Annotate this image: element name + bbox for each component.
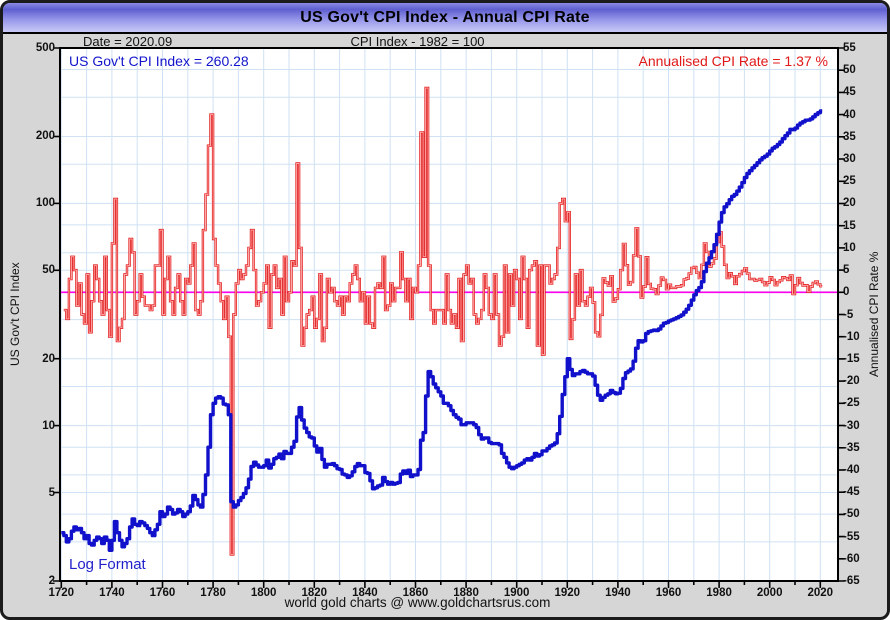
left-axis-tick-label: 200 xyxy=(35,130,55,143)
right-axis-tick-label: -55 xyxy=(843,530,860,543)
date-label: Date = 2020.09 xyxy=(83,34,173,49)
legend-index-value: US Gov't CPI Index = 260.28 xyxy=(69,53,249,69)
x-axis-tick-label: 2000 xyxy=(756,587,783,599)
left-axis-title: US Gov't CPI Index xyxy=(8,262,22,367)
plot-background xyxy=(60,48,838,581)
legend-rate-value: Annualised CPI Rate = 1.37 % xyxy=(638,53,828,69)
left-axis-tick-label: 100 xyxy=(35,197,55,210)
cpi-index-line xyxy=(61,109,823,552)
x-axis-tick-label: 1720 xyxy=(48,587,75,599)
right-axis-tick-label: 45 xyxy=(843,86,856,99)
right-axis-tick-label: 0 xyxy=(843,286,850,299)
x-axis-tick-label: 1900 xyxy=(503,587,530,599)
right-axis-tick-label: -20 xyxy=(843,375,860,388)
title-bar: US Gov't CPI Index - Annual CPI Rate xyxy=(3,3,887,34)
right-axis-tick-label: 35 xyxy=(843,130,856,143)
index-base-label: CPI Index - 1982 = 100 xyxy=(350,34,485,49)
left-axis-tick-label: 20 xyxy=(42,352,55,365)
right-axis-tick-label: 15 xyxy=(843,219,856,232)
right-axis-tick-label: -25 xyxy=(843,397,860,410)
left-axis-tick-label: 50 xyxy=(42,264,55,277)
right-axis-tick-label: 25 xyxy=(843,175,856,188)
right-axis-tick-label: -45 xyxy=(843,486,860,499)
right-axis-tick-label: 10 xyxy=(843,241,856,254)
x-axis-tick-label: 1860 xyxy=(402,587,429,599)
right-axis-title: Annualised CPI Rate % xyxy=(867,251,881,378)
x-axis-tick-label: 1740 xyxy=(99,587,125,599)
right-axis-tick-label: -65 xyxy=(843,575,860,587)
left-axis-tick-label: 10 xyxy=(42,419,55,432)
right-axis-tick-label: 20 xyxy=(843,197,856,210)
x-axis-tick-label: 2020 xyxy=(807,587,834,599)
log-format-label: Log Format xyxy=(69,556,146,573)
right-axis-tick-label: -35 xyxy=(843,441,860,454)
credit-text: world gold charts @ www.goldchartsrus.co… xyxy=(284,595,551,610)
right-axis-tick-label: -5 xyxy=(843,308,854,321)
x-axis-tick-label: 1800 xyxy=(250,587,277,599)
left-axis-tick-label: 2 xyxy=(48,575,55,587)
right-axis-tick-label: -50 xyxy=(843,508,860,521)
x-axis-tick-label: 1960 xyxy=(655,587,682,599)
left-axis-tick-label: 500 xyxy=(35,42,55,54)
x-axis-tick-label: 1880 xyxy=(453,587,479,599)
right-axis-tick-label: -10 xyxy=(843,330,860,343)
x-axis-tick-label: 1840 xyxy=(352,587,378,599)
plot-area xyxy=(53,47,845,588)
left-axis-tick-label: 5 xyxy=(48,486,55,499)
x-axis-tick-label: 1940 xyxy=(605,587,631,599)
right-axis-tick-label: 30 xyxy=(843,153,856,166)
x-axis-tick-label: 1980 xyxy=(706,587,732,599)
x-axis-tick-label: 1760 xyxy=(149,587,176,599)
cpi-rate-line-inner xyxy=(63,87,823,555)
right-axis-tick-label: 40 xyxy=(843,108,856,121)
right-axis-tick-label: -30 xyxy=(843,419,860,432)
right-axis-tick-label: -15 xyxy=(843,352,860,365)
right-axis-tick-label: -60 xyxy=(843,552,860,565)
x-axis-tick-label: 1820 xyxy=(301,587,328,599)
right-axis-tick-label: -40 xyxy=(843,463,860,476)
x-axis-tick-label: 1780 xyxy=(200,587,226,599)
x-axis-tick-label: 1920 xyxy=(554,587,581,599)
chart-title: US Gov't CPI Index - Annual CPI Rate xyxy=(300,8,590,26)
right-axis-tick-label: 50 xyxy=(843,64,856,77)
right-axis-tick-label: 5 xyxy=(843,264,850,277)
right-axis-tick-label: 55 xyxy=(843,42,856,54)
